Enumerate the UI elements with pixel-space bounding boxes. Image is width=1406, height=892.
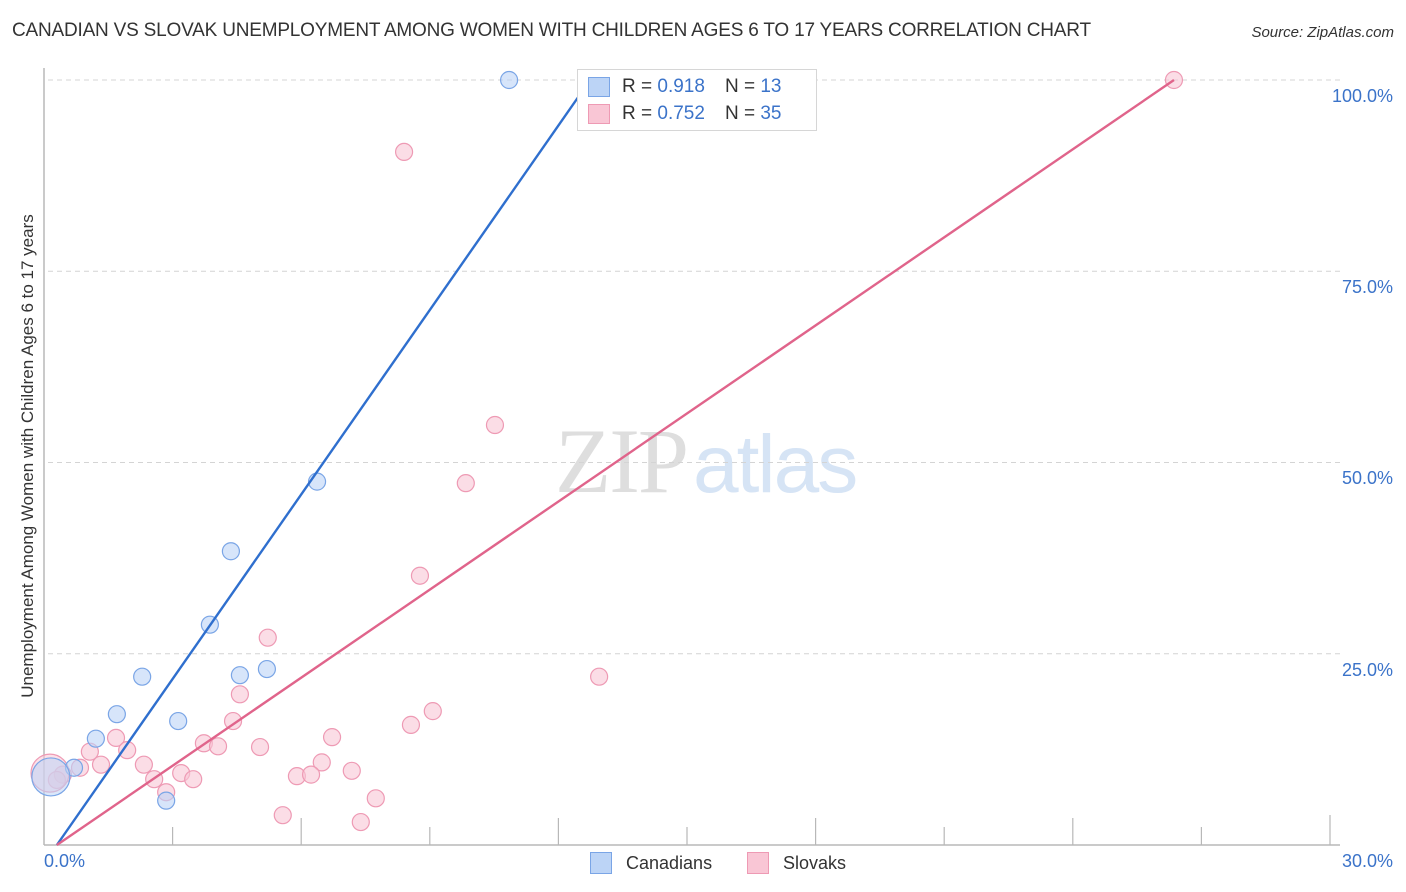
data-point[interactable] [118,741,137,760]
n-value: 35 [760,103,782,124]
y-tick-75: 75.0% [1341,277,1393,297]
data-point[interactable] [401,715,421,734]
watermark-atlas: atlas [693,419,858,510]
series-slovaks-points [30,70,1184,832]
data-point[interactable] [351,812,370,832]
legend-row-canadians: R = 0.918 N = 13 [588,74,781,100]
canadians-swatch-icon [590,852,612,874]
data-point[interactable] [250,737,270,757]
data-point[interactable] [31,757,71,797]
y-tick-50: 50.0% [1341,468,1393,488]
data-point[interactable] [221,542,240,561]
data-point[interactable] [485,415,505,435]
data-point[interactable] [91,755,111,774]
data-point[interactable] [134,755,153,774]
slovaks-swatch-icon [747,852,769,874]
data-point[interactable] [157,791,176,810]
data-point[interactable] [86,729,105,748]
y-axis-label: Unemployment Among Women with Children A… [18,214,37,698]
data-point[interactable] [342,761,361,780]
series-canadians-points [31,70,519,810]
r-label: R = [622,76,653,97]
data-point[interactable] [169,711,188,731]
legend-row-slovaks: R = 0.752 N = 35 [588,101,781,127]
y-tick-100: 100.0% [1331,86,1393,106]
x-tick-max: 30.0% [1341,851,1393,871]
gridlines [48,79,1340,655]
data-point[interactable] [273,806,292,825]
n-value: 13 [760,76,782,97]
n-label: N = [724,103,756,124]
x-tick-min: 0.0% [44,851,86,871]
data-point[interactable] [230,666,250,685]
data-point[interactable] [257,659,277,679]
data-point[interactable] [223,711,243,731]
data-point[interactable] [590,667,609,686]
data-point[interactable] [230,685,250,704]
r-value: 0.752 [657,103,705,124]
data-point[interactable] [410,566,430,585]
data-point[interactable] [107,705,126,724]
slovaks-swatch-icon [588,104,610,124]
data-point[interactable] [184,770,203,789]
data-point[interactable] [106,728,126,748]
correlation-legend: R = 0.918 N = 13 R = 0.752 N = 35 [577,69,817,131]
data-point[interactable] [394,142,414,162]
data-point[interactable] [500,70,519,90]
r-label: R = [622,103,653,124]
data-point[interactable] [312,753,331,772]
legend-label: Slovaks [783,852,847,873]
canadians-swatch-icon [588,77,610,97]
y-tick-25: 25.0% [1341,660,1393,680]
trend-line-slovaks [56,79,1175,846]
data-point[interactable] [301,765,321,784]
n-label: N = [724,76,756,97]
trend-lines [55,79,1175,846]
source-credit: Source: ZipAtlas.com [1251,24,1394,41]
legend-label: Canadians [626,852,713,873]
legend-item-canadians[interactable]: Canadians [590,852,712,874]
legend-item-slovaks[interactable]: Slovaks [747,852,846,874]
data-point[interactable] [133,667,152,686]
chart-title: CANADIAN VS SLOVAK UNEMPLOYMENT AMONG WO… [12,20,1091,41]
trend-line-canadians [55,79,592,846]
r-value: 0.918 [657,76,705,97]
data-point[interactable] [423,702,442,721]
data-point[interactable] [258,628,277,647]
axes [43,68,1340,846]
data-point[interactable] [366,789,385,808]
data-point[interactable] [322,728,342,747]
data-point[interactable] [456,474,475,493]
data-point[interactable] [208,737,228,756]
